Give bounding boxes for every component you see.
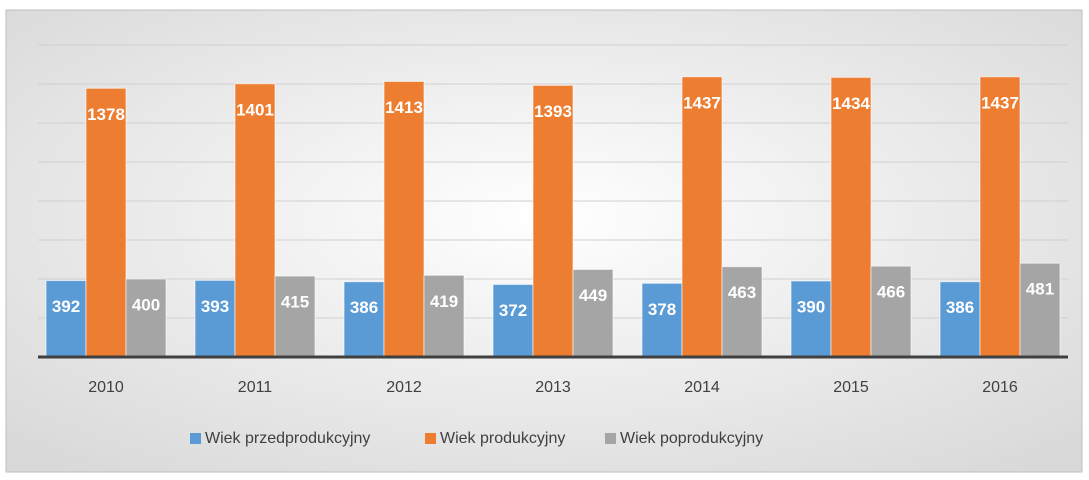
x-tick-label: 2012 <box>386 379 422 396</box>
data-label: 1401 <box>236 100 274 119</box>
x-tick-label: 2011 <box>238 379 273 396</box>
data-label: 393 <box>201 297 229 316</box>
data-label: 1437 <box>683 93 721 112</box>
bar <box>274 275 316 358</box>
legend-swatch <box>605 433 616 444</box>
data-label: 481 <box>1026 280 1054 299</box>
x-tick-label: 2014 <box>684 379 720 396</box>
data-label: 1434 <box>832 94 870 113</box>
data-label: 386 <box>350 298 378 317</box>
bar <box>790 280 832 358</box>
x-tick-label: 2010 <box>88 379 124 396</box>
data-label: 449 <box>579 286 607 305</box>
data-label: 378 <box>648 300 676 319</box>
bar <box>830 76 872 358</box>
bar <box>45 280 87 358</box>
bar <box>343 281 385 358</box>
bar <box>125 278 167 358</box>
x-tick-label: 2013 <box>535 379 571 396</box>
data-label: 1413 <box>385 98 423 117</box>
bar <box>721 266 763 358</box>
data-label: 419 <box>430 292 458 311</box>
legend-label: Wiek poprodukcyjny <box>620 430 763 447</box>
bar <box>572 268 614 358</box>
bar <box>234 83 276 358</box>
bar <box>979 76 1021 358</box>
data-label: 386 <box>946 298 974 317</box>
bar <box>423 274 465 358</box>
x-tick-label: 2015 <box>833 379 869 396</box>
data-label: 390 <box>797 297 825 316</box>
data-label: 415 <box>281 293 309 312</box>
data-label: 392 <box>52 297 80 316</box>
data-label: 1378 <box>87 105 125 124</box>
bar <box>194 279 236 358</box>
legend-label: Wiek przedprodukcyjny <box>205 430 370 447</box>
data-label: 400 <box>132 295 160 314</box>
bar <box>383 80 425 358</box>
legend-swatch <box>425 433 436 444</box>
bar <box>1019 262 1061 358</box>
data-label: 1393 <box>534 102 572 121</box>
data-label: 372 <box>499 301 527 320</box>
legend-label: Wiek produkcyjny <box>440 430 565 447</box>
bar <box>85 87 127 358</box>
legend-swatch <box>190 433 201 444</box>
bar <box>532 84 574 358</box>
x-tick-label: 2016 <box>982 379 1018 396</box>
bar <box>492 283 534 358</box>
bar <box>641 282 683 358</box>
data-label: 463 <box>728 283 756 302</box>
bar <box>870 265 912 358</box>
bar <box>939 281 981 358</box>
bar <box>681 76 723 358</box>
data-label: 466 <box>877 283 905 302</box>
data-label: 1437 <box>981 93 1019 112</box>
